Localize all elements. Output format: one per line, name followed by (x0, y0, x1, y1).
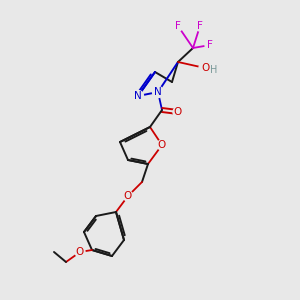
Text: N: N (134, 91, 142, 101)
Circle shape (157, 140, 167, 150)
Text: O: O (124, 191, 132, 201)
Text: O: O (76, 247, 84, 257)
Text: N: N (154, 87, 162, 97)
Text: F: F (197, 21, 203, 31)
Circle shape (152, 86, 164, 98)
Text: F: F (175, 21, 181, 31)
Text: H: H (210, 65, 218, 75)
Text: O: O (174, 107, 182, 117)
Circle shape (199, 62, 211, 74)
Circle shape (195, 21, 205, 31)
Circle shape (173, 107, 183, 117)
Text: O: O (202, 63, 210, 73)
Text: O: O (158, 140, 166, 150)
Circle shape (205, 40, 215, 50)
Circle shape (133, 91, 143, 101)
Circle shape (173, 21, 183, 31)
Circle shape (75, 247, 85, 257)
Circle shape (123, 191, 133, 201)
Text: F: F (207, 40, 213, 50)
